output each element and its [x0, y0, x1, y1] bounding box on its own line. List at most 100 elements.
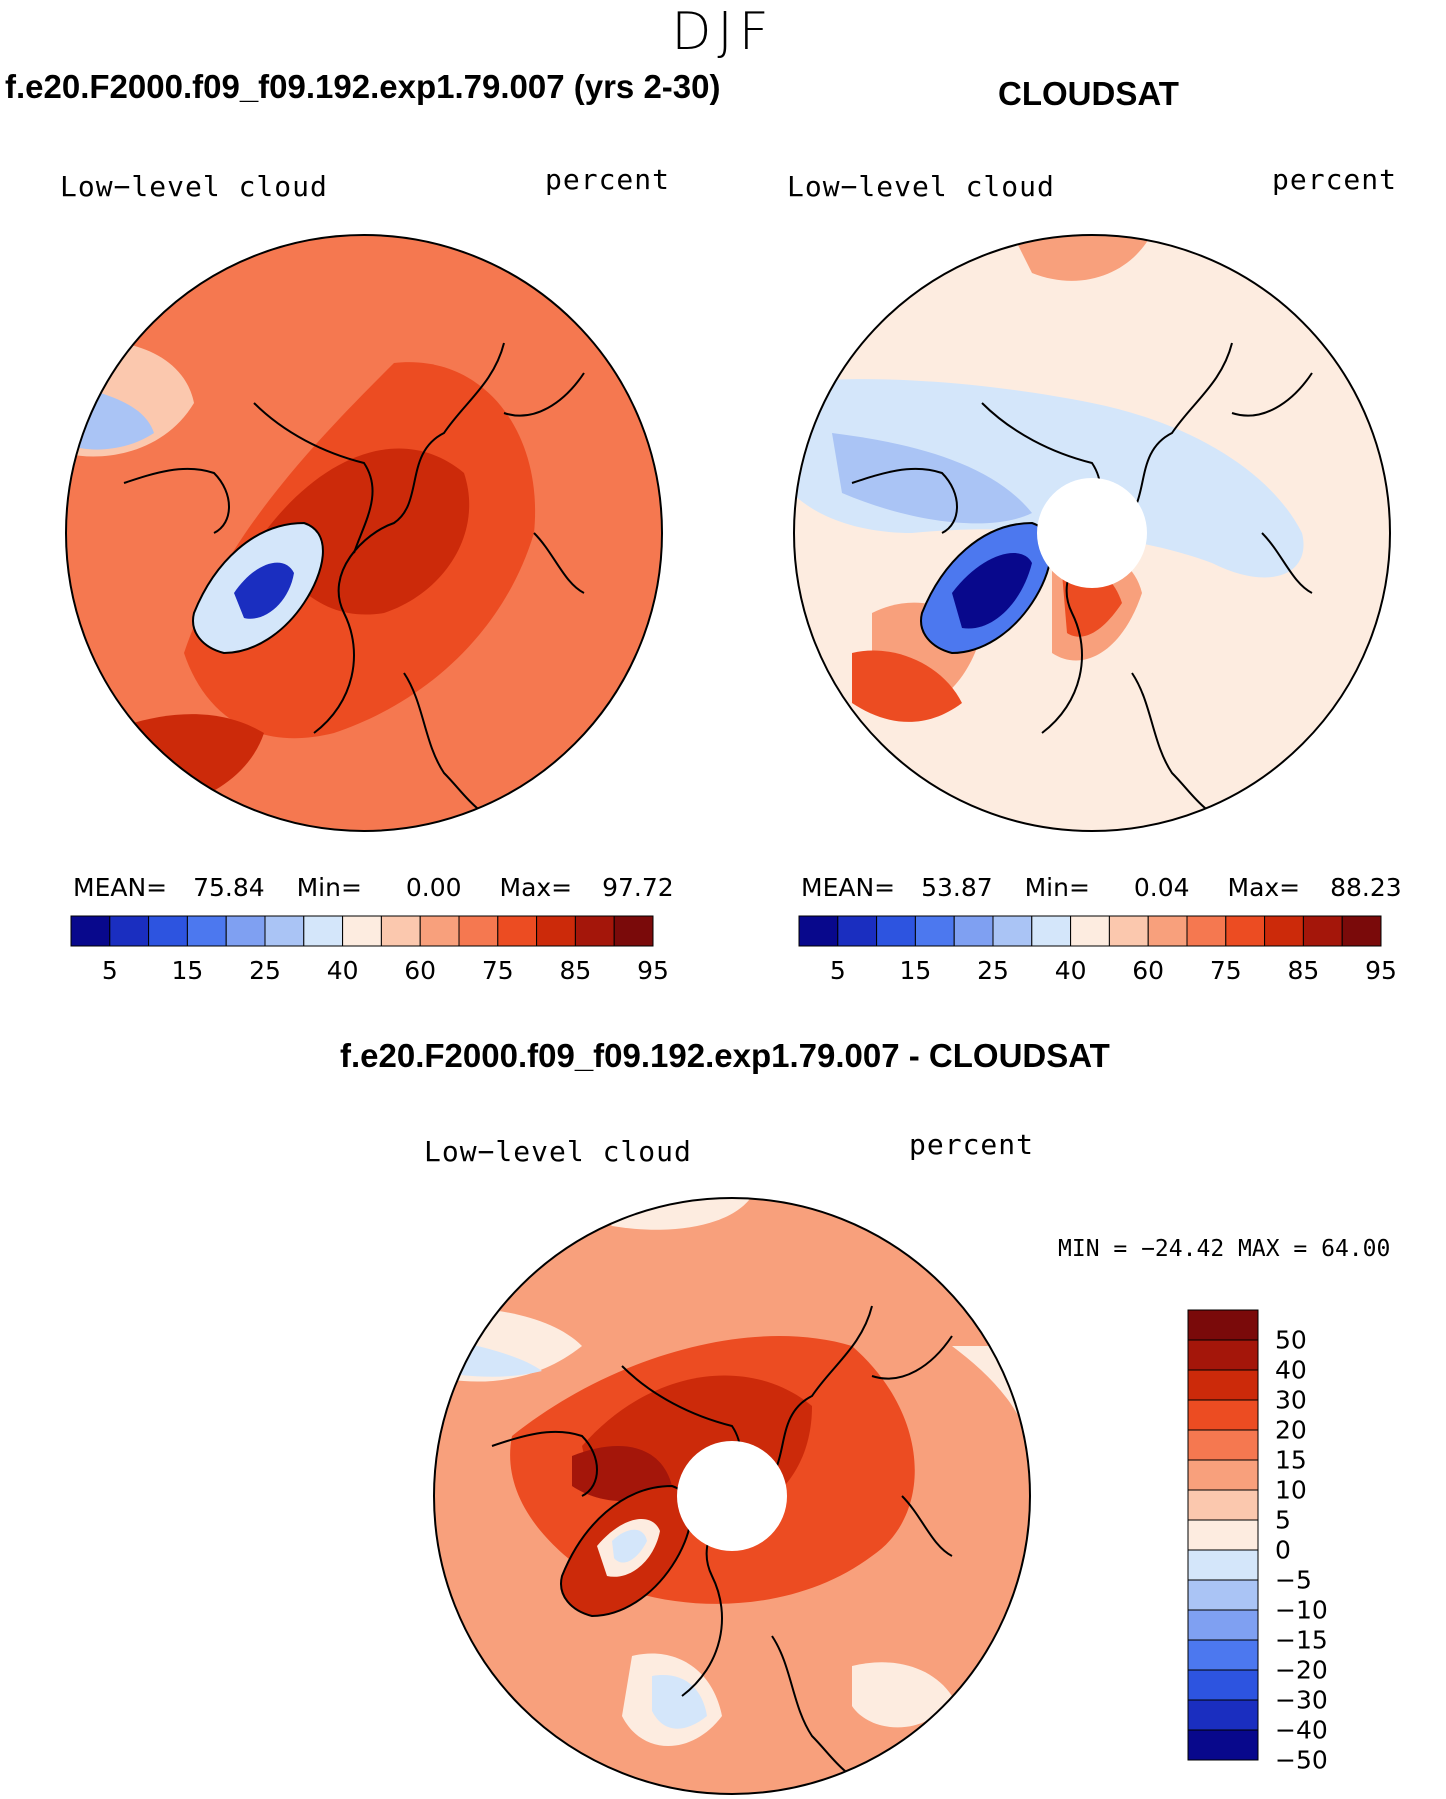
coastline	[560, 1484, 692, 1618]
colorbar-swatch	[953, 915, 994, 947]
panel2-min: 0.04	[1133, 873, 1190, 902]
colorbar-swatch	[876, 915, 916, 947]
panel1-max: 97.72	[602, 873, 674, 902]
colorbar-swatch	[536, 915, 576, 947]
colorbar-tick-label: 10	[1275, 1475, 1307, 1505]
colorbar-swatch	[1187, 1699, 1259, 1731]
colorbar-tick-label: 40	[326, 956, 359, 985]
panel2-variable: Low−level cloud	[787, 170, 1055, 203]
colorbar-tick-label: 15	[1275, 1445, 1307, 1475]
coastline	[491, 1430, 598, 1497]
colorbar-swatch	[303, 915, 344, 947]
colorbar-swatch	[798, 915, 839, 947]
colorbar-swatch	[1341, 915, 1382, 947]
colorbar-tick-label: 50	[1275, 1325, 1307, 1355]
colorbar-swatch	[1108, 915, 1149, 947]
colorbar-swatch	[1187, 1669, 1259, 1701]
colorbar-swatch	[1225, 915, 1266, 947]
panel1-colorbar-ticks: 5 15 25 40 60 75 85 95	[71, 956, 669, 986]
colorbar-tick-label: 40	[1275, 1355, 1307, 1385]
cloud-band	[572, 1446, 672, 1501]
colorbar-swatch	[1187, 1459, 1259, 1491]
colorbar-swatch	[1070, 915, 1110, 947]
colorbar-tick-label: 25	[977, 956, 1009, 985]
cloud-band	[1012, 235, 1152, 281]
coastline	[1231, 372, 1313, 417]
panel2-min-label: Min=	[1024, 873, 1090, 902]
coastline	[253, 402, 374, 554]
colorbar-tick-label: 95	[1365, 956, 1397, 985]
coastline	[313, 342, 505, 734]
greenland-low-cloud	[612, 1529, 647, 1563]
colorbar-swatch	[109, 915, 150, 947]
colorbar-tick-label: 60	[1132, 956, 1165, 985]
colorbar-swatch	[1031, 915, 1072, 947]
panel1-max-label: Max=	[499, 873, 573, 902]
colorbar-swatch	[992, 915, 1033, 947]
colorbar-tick-label: 30	[1275, 1385, 1307, 1415]
colorbar-swatch	[914, 915, 955, 947]
colorbar-swatch	[1302, 915, 1343, 947]
colorbar-swatch	[1187, 1729, 1259, 1761]
colorbar-tick-label: 60	[404, 956, 437, 985]
colorbar-swatch	[613, 915, 654, 947]
colorbar-swatch	[1187, 1369, 1259, 1401]
panel3-colorbar	[1187, 1309, 1259, 1761]
colorbar-swatch	[1187, 1429, 1259, 1461]
coastline	[1261, 532, 1313, 594]
panel3-colorbar-ticks: 50 40 30 20 15 10 5 0 −5 −10 −15 −20 −30 −40 −50	[1275, 1310, 1355, 1775]
cloud-band	[1062, 569, 1122, 637]
colorbar-tick-label: −5	[1275, 1565, 1312, 1595]
panel3-polar-map	[433, 1197, 1031, 1795]
cloud-band	[652, 1675, 707, 1729]
polar-data-gap	[677, 1441, 787, 1551]
colorbar-tick-label: 5	[829, 956, 846, 985]
colorbar-swatch	[264, 915, 305, 947]
colorbar-tick-label: 15	[899, 956, 932, 985]
colorbar-swatch	[148, 915, 188, 947]
panel1-min-label: Min=	[296, 873, 362, 902]
panel1-polar-map	[65, 234, 663, 832]
coastline	[851, 467, 958, 534]
polar-data-gap	[1037, 478, 1147, 588]
colorbar-swatch	[1187, 1549, 1259, 1581]
panel3-units: percent	[909, 1128, 1035, 1161]
colorbar-swatch	[70, 915, 111, 947]
colorbar-swatch	[574, 915, 615, 947]
colorbar-tick-label: 15	[171, 956, 204, 985]
greenland-low-cloud	[952, 553, 1032, 629]
colorbar-swatch	[458, 915, 499, 947]
colorbar-swatch	[1187, 1399, 1259, 1431]
colorbar-swatch	[1187, 1489, 1259, 1521]
colorbar-swatch	[1147, 915, 1188, 947]
coastline	[871, 1335, 953, 1380]
colorbar-swatch	[380, 915, 421, 947]
panel2-max: 88.23	[1330, 873, 1402, 902]
panel2-polar-map	[793, 234, 1391, 832]
colorbar-tick-label: 20	[1275, 1415, 1307, 1445]
coastline	[123, 467, 230, 534]
coastline	[901, 1495, 953, 1557]
colorbar-tick-label: 0	[1275, 1535, 1291, 1565]
colorbar-swatch	[1187, 1339, 1259, 1371]
colorbar-swatch	[1187, 1609, 1259, 1641]
colorbar-tick-label: 5	[1275, 1505, 1291, 1535]
panel1-stats: MEAN= 75.84 Min= 0.00 Max= 97.72	[73, 873, 674, 902]
panel1-title: f.e20.F2000.f09_f09.192.exp1.79.007 (yrs…	[5, 68, 721, 105]
map-boundary	[793, 234, 1391, 832]
colorbar-swatch	[837, 915, 878, 947]
colorbar-swatch	[1187, 1309, 1259, 1341]
colorbar-swatch	[342, 915, 382, 947]
panel2-units: percent	[1272, 163, 1398, 196]
panel1-mean-label: MEAN=	[73, 873, 168, 902]
panel2-stats: MEAN= 53.87 Min= 0.04 Max= 88.23	[801, 873, 1402, 902]
panel1-min: 0.00	[405, 873, 462, 902]
colorbar-swatch	[419, 915, 460, 947]
panel1-mean: 75.84	[193, 873, 265, 902]
panel3-minmax: MIN = −24.42 MAX = 64.00	[1058, 1236, 1391, 1262]
coastline	[192, 521, 324, 655]
panel3-title: f.e20.F2000.f09_f09.192.exp1.79.007 - CL…	[340, 1037, 1110, 1074]
colorbar-tick-label: 5	[101, 956, 118, 985]
colorbar-tick-label: 75	[481, 956, 514, 985]
colorbar-tick-label: 40	[1054, 956, 1087, 985]
